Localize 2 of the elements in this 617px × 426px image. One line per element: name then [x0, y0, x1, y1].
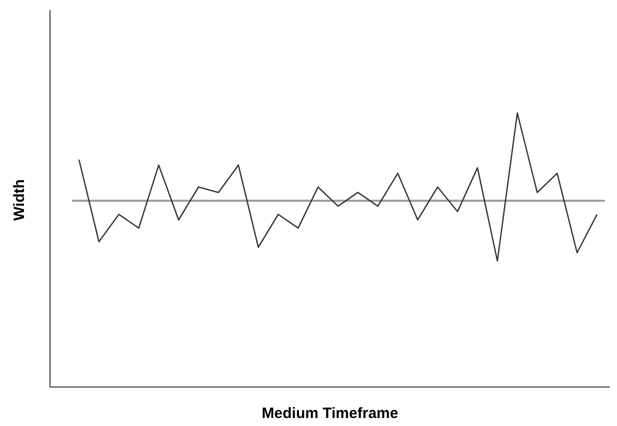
y-axis-title: Width: [11, 179, 28, 221]
x-axis-title: Medium Timeframe: [262, 405, 398, 422]
